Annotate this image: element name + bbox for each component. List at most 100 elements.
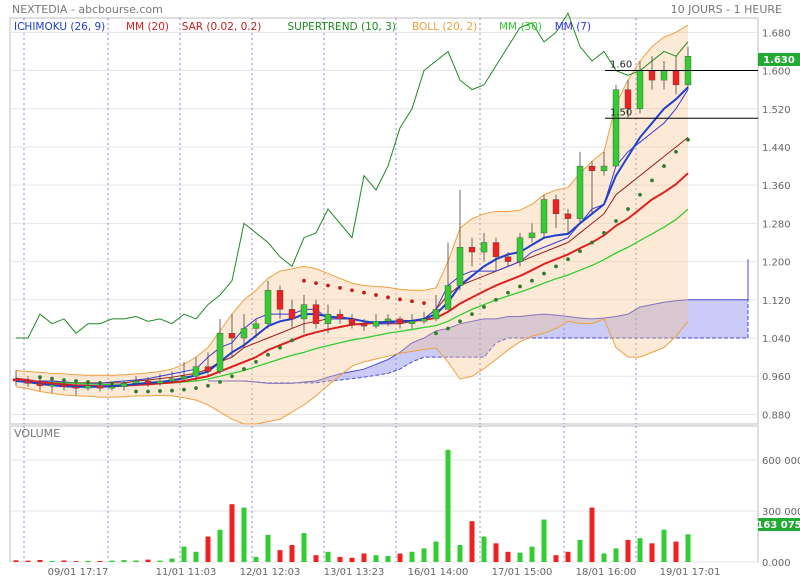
volume-bar bbox=[121, 560, 127, 562]
candle-body bbox=[192, 366, 200, 377]
sar-dot bbox=[410, 299, 414, 304]
sar-dot bbox=[626, 207, 630, 211]
candle-body bbox=[564, 213, 572, 219]
price-tick-label: 1.440 bbox=[762, 143, 791, 154]
candle-body bbox=[408, 321, 416, 324]
candle-body bbox=[444, 285, 452, 310]
volume-bar bbox=[625, 539, 631, 562]
sar-dot bbox=[218, 380, 222, 384]
volume-bar bbox=[157, 560, 163, 562]
last-price-badge bbox=[758, 53, 800, 66]
volume-bar bbox=[409, 551, 415, 562]
volume-bar bbox=[289, 545, 295, 562]
candle-body bbox=[348, 318, 356, 324]
candle-body bbox=[264, 290, 272, 324]
x-tick-label: 16/01 14:00 bbox=[408, 567, 469, 578]
candle-body bbox=[288, 309, 296, 320]
candle-body bbox=[624, 89, 632, 109]
sar-dot bbox=[554, 264, 558, 269]
volume-bar bbox=[661, 529, 667, 562]
sar-dot bbox=[266, 352, 270, 357]
volume-panel-title: VOLUME bbox=[14, 427, 60, 440]
ichimoku-span-a bbox=[208, 259, 749, 384]
legend-item: SAR (0.02, 0.2) bbox=[182, 21, 262, 33]
volume-bar bbox=[373, 555, 379, 562]
volume-bar bbox=[481, 536, 487, 562]
volume-bar bbox=[493, 543, 499, 562]
sar-dot bbox=[230, 374, 234, 379]
candle-body bbox=[336, 313, 344, 320]
volume-bar bbox=[193, 551, 199, 562]
candle-body bbox=[60, 384, 68, 387]
volume-bar bbox=[601, 553, 607, 562]
volume-bar bbox=[361, 553, 367, 562]
sar-dot bbox=[170, 388, 174, 393]
candle-body bbox=[132, 380, 140, 384]
sar-dot bbox=[350, 288, 354, 293]
volume-bar bbox=[541, 519, 547, 562]
candle-body bbox=[120, 383, 128, 387]
sar-dot bbox=[638, 192, 642, 197]
candle-body bbox=[276, 290, 284, 310]
volume-bar bbox=[505, 551, 511, 562]
candle-body bbox=[528, 232, 536, 238]
period-label: 10 JOURS - 1 HEURE bbox=[671, 3, 782, 16]
candle-body bbox=[492, 242, 500, 258]
volume-bar bbox=[529, 546, 535, 562]
sar-dot bbox=[422, 301, 426, 306]
candle-body bbox=[540, 199, 548, 234]
volume-tick-label: 600 000 bbox=[762, 456, 800, 467]
candle-body bbox=[228, 333, 236, 339]
sar-dot bbox=[398, 297, 402, 302]
legend-item: MM (7) bbox=[555, 21, 591, 33]
volume-bar bbox=[205, 536, 211, 562]
candle-body bbox=[672, 70, 680, 86]
candle-body bbox=[504, 256, 512, 262]
candle-body bbox=[96, 385, 104, 389]
candle-body bbox=[456, 247, 464, 286]
sar-dot bbox=[242, 367, 246, 371]
volume-bar bbox=[673, 541, 679, 562]
candle-body bbox=[12, 378, 20, 382]
candle-body bbox=[552, 199, 560, 215]
candle-body bbox=[480, 242, 488, 253]
price-tick-label: 0.880 bbox=[762, 410, 791, 421]
sar-dot bbox=[614, 219, 618, 223]
candle-body bbox=[84, 385, 92, 389]
ichimoku-span-b bbox=[208, 295, 749, 384]
sar-dot bbox=[458, 319, 462, 324]
volume-bar bbox=[145, 559, 151, 562]
bollinger-band bbox=[16, 25, 688, 425]
candle-body bbox=[252, 323, 260, 329]
candle-body bbox=[312, 304, 320, 324]
candle-body bbox=[204, 366, 212, 372]
sar-dot bbox=[590, 240, 594, 245]
candle-body bbox=[576, 165, 584, 219]
sar-dot bbox=[674, 149, 678, 154]
price-tick-label: 1.520 bbox=[762, 105, 791, 116]
sar-dot bbox=[482, 305, 486, 309]
sar-dot bbox=[158, 389, 162, 393]
sar-dot bbox=[602, 231, 606, 235]
volume-bar bbox=[433, 541, 439, 562]
sar-dot bbox=[50, 376, 54, 381]
sar-dot bbox=[314, 281, 318, 285]
volume-bar bbox=[313, 555, 319, 562]
volume-bar bbox=[133, 560, 139, 562]
volume-bar bbox=[553, 555, 559, 562]
x-tick-label: 13/01 13:23 bbox=[324, 567, 385, 578]
volume-bar bbox=[277, 550, 283, 562]
price-tick-label: 1.600 bbox=[762, 67, 791, 78]
sar-dot bbox=[278, 345, 282, 350]
candle-body bbox=[600, 165, 608, 172]
x-tick-label: 19/01 17:01 bbox=[660, 567, 721, 578]
sar-dot bbox=[542, 271, 546, 276]
volume-bar bbox=[349, 557, 355, 562]
x-tick-label: 18/01 16:00 bbox=[576, 567, 637, 578]
sar-dot bbox=[290, 338, 294, 343]
x-tick-label: 09/01 17:17 bbox=[48, 567, 109, 578]
x-tick-label: 12/01 12:03 bbox=[240, 567, 301, 578]
price-tick-label: 1.200 bbox=[762, 258, 791, 269]
bollinger-upper bbox=[15, 24, 689, 376]
